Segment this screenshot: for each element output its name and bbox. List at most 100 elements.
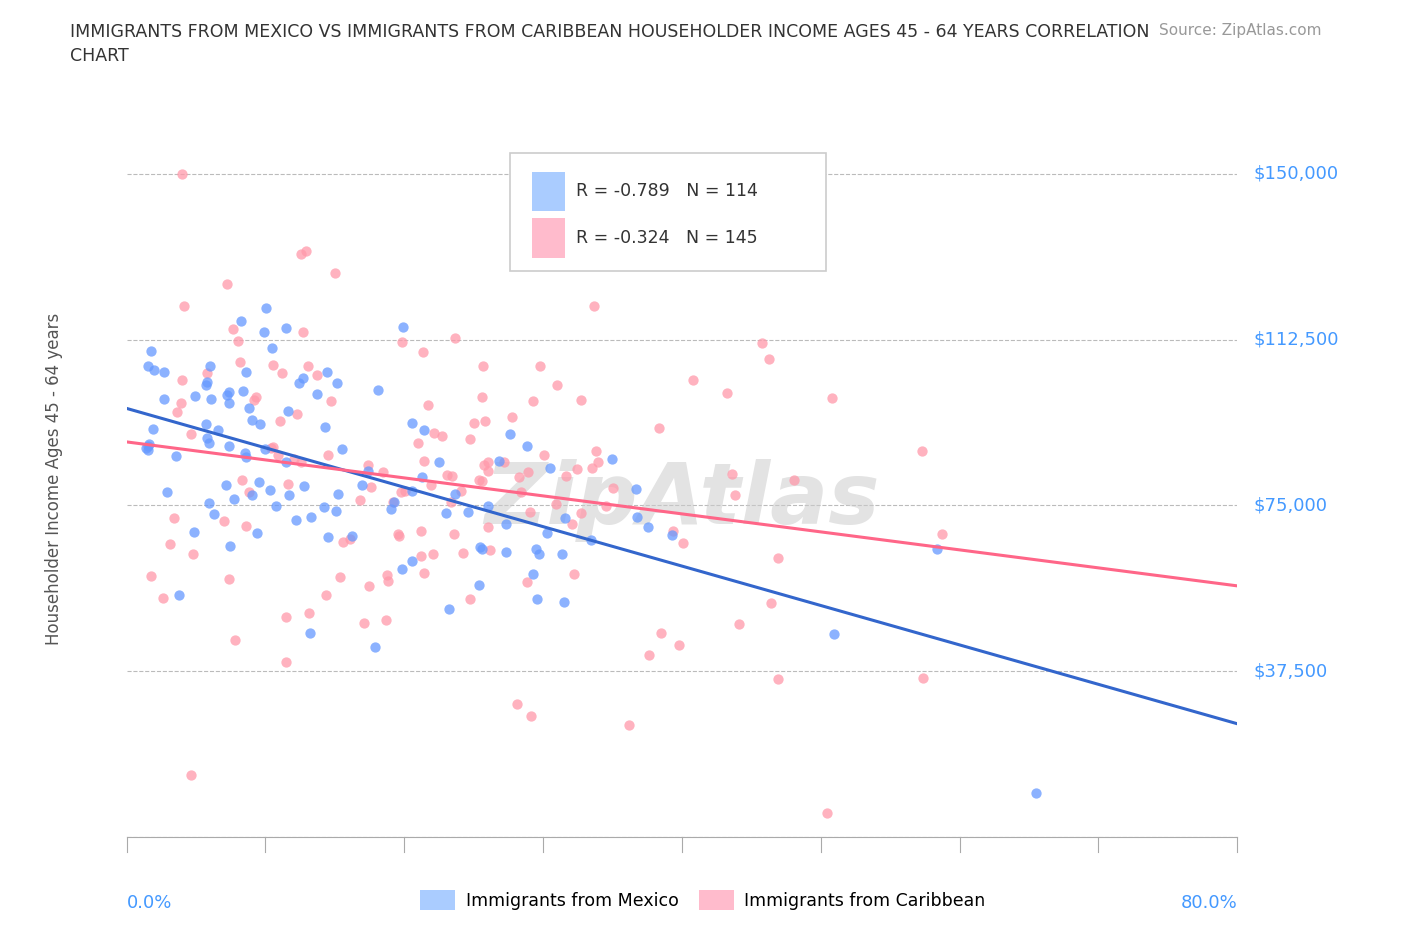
Point bbox=[298, 626, 321, 641]
Point bbox=[165, 449, 187, 464]
Point bbox=[411, 549, 433, 564]
Point bbox=[152, 591, 174, 605]
Point bbox=[135, 441, 157, 456]
Point bbox=[401, 484, 423, 498]
Point bbox=[219, 538, 242, 553]
Point bbox=[305, 386, 328, 401]
Point bbox=[349, 493, 371, 508]
Point bbox=[173, 299, 195, 313]
Point bbox=[139, 569, 162, 584]
Point bbox=[472, 458, 495, 472]
Point bbox=[233, 445, 256, 460]
Point bbox=[276, 454, 298, 469]
Point bbox=[672, 536, 695, 551]
Point bbox=[478, 543, 501, 558]
Point bbox=[522, 566, 544, 581]
Point bbox=[517, 464, 540, 479]
Point bbox=[391, 562, 413, 577]
Point bbox=[727, 617, 749, 631]
Point bbox=[388, 528, 411, 543]
Point bbox=[626, 510, 648, 525]
Point bbox=[427, 455, 450, 470]
Point bbox=[200, 392, 222, 406]
Text: ZipAtlas: ZipAtlas bbox=[484, 458, 880, 542]
Point bbox=[169, 588, 191, 603]
Point bbox=[536, 525, 558, 540]
Point bbox=[492, 454, 515, 469]
Point bbox=[583, 299, 606, 313]
Point bbox=[423, 425, 446, 440]
Point bbox=[529, 358, 551, 373]
Point bbox=[437, 602, 460, 617]
Point bbox=[314, 419, 336, 434]
Point bbox=[759, 595, 782, 610]
Point bbox=[1025, 785, 1047, 800]
Point bbox=[569, 506, 592, 521]
Point bbox=[457, 504, 479, 519]
Point bbox=[411, 470, 433, 485]
Point bbox=[758, 352, 780, 366]
Point bbox=[553, 594, 575, 609]
Point bbox=[138, 436, 160, 451]
Point bbox=[586, 454, 609, 469]
Point bbox=[468, 539, 491, 554]
Point bbox=[238, 485, 260, 499]
Point bbox=[595, 498, 617, 513]
Point bbox=[546, 497, 568, 512]
Point bbox=[413, 566, 436, 581]
Point bbox=[527, 547, 550, 562]
Point bbox=[440, 469, 463, 484]
Point bbox=[495, 517, 517, 532]
Point bbox=[751, 336, 773, 351]
Text: R = -0.324   N = 145: R = -0.324 N = 145 bbox=[576, 229, 758, 247]
Point bbox=[579, 533, 602, 548]
Point bbox=[143, 363, 166, 378]
Point bbox=[554, 469, 576, 484]
Point bbox=[240, 412, 263, 427]
Point bbox=[142, 421, 165, 436]
Point bbox=[329, 570, 352, 585]
Point bbox=[184, 389, 207, 404]
Point bbox=[509, 485, 531, 499]
Point bbox=[458, 432, 481, 446]
Point bbox=[214, 514, 236, 529]
Point bbox=[277, 477, 299, 492]
Point bbox=[416, 397, 439, 412]
Point bbox=[195, 375, 218, 390]
Point bbox=[235, 519, 257, 534]
Point bbox=[468, 472, 491, 487]
Text: IMMIGRANTS FROM MEXICO VS IMMIGRANTS FROM CARIBBEAN HOUSEHOLDER INCOME AGES 45 -: IMMIGRANTS FROM MEXICO VS IMMIGRANTS FRO… bbox=[70, 23, 1150, 65]
Point bbox=[538, 460, 561, 475]
Point bbox=[384, 495, 406, 510]
Point bbox=[290, 455, 312, 470]
Point bbox=[412, 454, 434, 469]
Point bbox=[245, 390, 267, 405]
Point bbox=[350, 477, 373, 492]
Point bbox=[226, 333, 249, 348]
Point bbox=[360, 480, 382, 495]
Point bbox=[377, 574, 399, 589]
Point bbox=[262, 358, 284, 373]
Point bbox=[724, 487, 747, 502]
Point bbox=[374, 613, 396, 628]
Point bbox=[451, 545, 474, 560]
Point bbox=[375, 567, 398, 582]
Point bbox=[294, 478, 316, 493]
Text: $150,000: $150,000 bbox=[1254, 165, 1339, 183]
Point bbox=[294, 244, 316, 259]
Point bbox=[561, 516, 583, 531]
Text: 80.0%: 80.0% bbox=[1181, 895, 1237, 912]
Point bbox=[207, 422, 229, 437]
Legend: Immigrants from Mexico, Immigrants from Caribbean: Immigrants from Mexico, Immigrants from … bbox=[413, 883, 993, 917]
Point bbox=[600, 452, 623, 467]
Point bbox=[401, 415, 423, 430]
Point bbox=[170, 396, 193, 411]
Point bbox=[231, 472, 253, 487]
Point bbox=[387, 526, 409, 541]
Point bbox=[450, 484, 472, 498]
Point bbox=[668, 637, 690, 652]
Point bbox=[315, 365, 337, 379]
Point bbox=[202, 507, 225, 522]
Point bbox=[215, 478, 238, 493]
Point bbox=[565, 461, 588, 476]
